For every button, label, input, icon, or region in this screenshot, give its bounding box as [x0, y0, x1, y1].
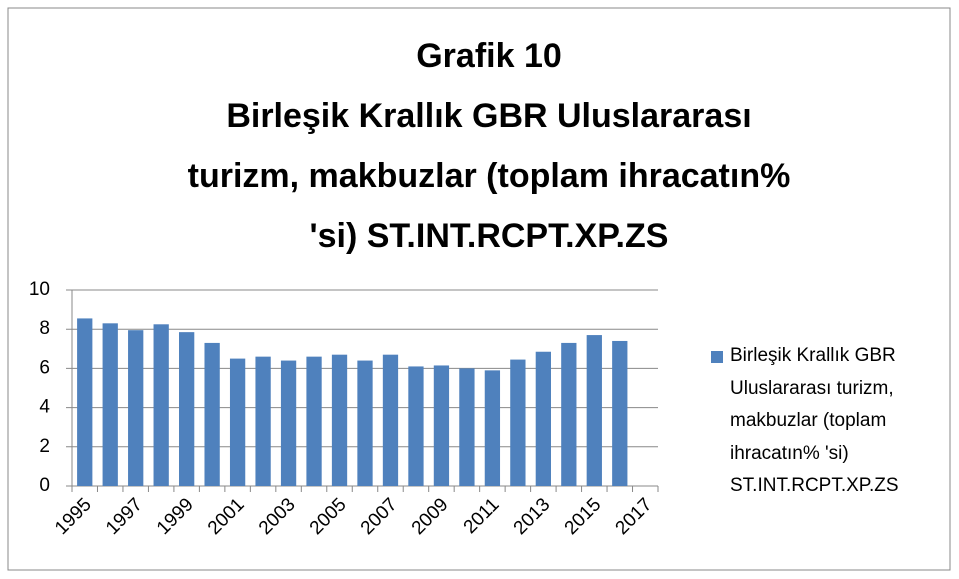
- bar: [153, 324, 169, 486]
- y-tick-label: 10: [29, 279, 50, 300]
- bar: [561, 342, 577, 486]
- bar: [331, 354, 348, 486]
- y-tick-label: 4: [39, 397, 50, 418]
- bar: [408, 366, 424, 486]
- bar: [612, 340, 628, 486]
- y-tick-label: 6: [39, 357, 50, 378]
- bar: [586, 335, 602, 486]
- chart-title: turizm, makbuzlar (toplam ihracatın%: [188, 157, 791, 195]
- bar: [204, 342, 220, 486]
- y-tick-label: 2: [39, 436, 50, 457]
- bar: [484, 370, 501, 486]
- bar: [306, 356, 322, 486]
- bar: [102, 323, 118, 486]
- bar: [382, 354, 399, 486]
- bar: [357, 360, 373, 486]
- legend-label: Birleşik Krallık GBR Uluslararası turizm…: [730, 345, 899, 496]
- chart-title: Grafik 10: [416, 37, 562, 75]
- bar: [255, 356, 271, 486]
- bar: [510, 359, 526, 486]
- bar: [229, 358, 246, 486]
- bar: [459, 368, 475, 486]
- bar: [77, 318, 93, 486]
- legend-swatch: [711, 351, 723, 363]
- y-tick-label: 0: [39, 475, 50, 496]
- bar: [179, 332, 195, 486]
- bar: [128, 330, 144, 486]
- chart-title: 'si) ST.INT.RCPT.XP.ZS: [310, 217, 669, 255]
- bar: [535, 351, 551, 486]
- bar: [433, 365, 450, 486]
- y-tick-label: 8: [39, 318, 50, 339]
- bar: [280, 360, 297, 486]
- chart-title: Birleşik Krallık GBR Uluslararası: [226, 97, 751, 135]
